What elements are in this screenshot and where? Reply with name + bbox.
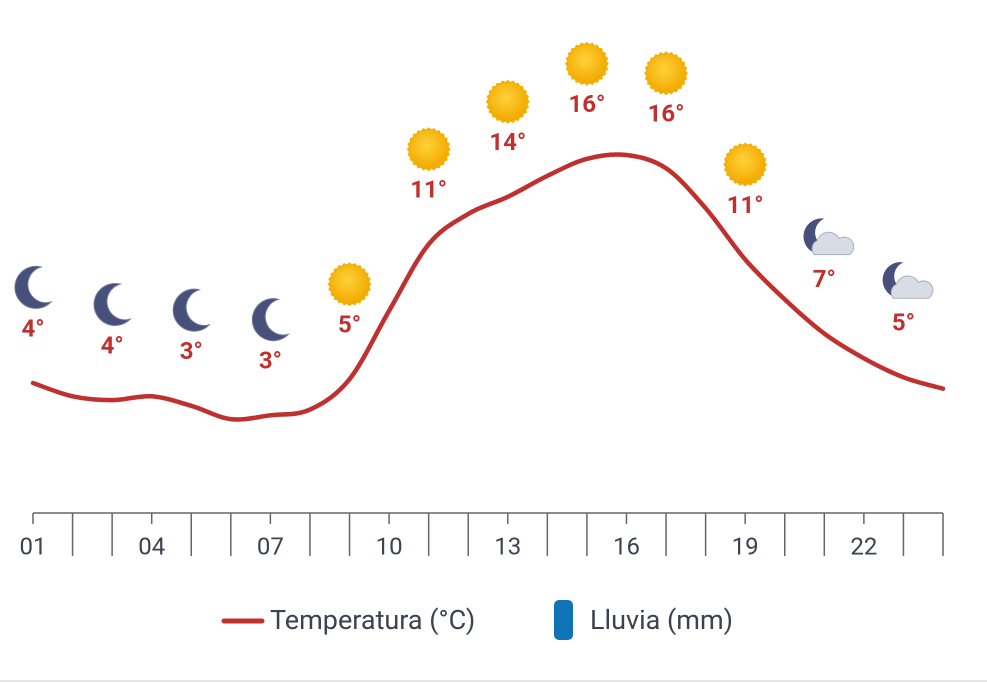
cloud	[890, 275, 934, 299]
moon	[172, 288, 211, 332]
temperature-label: 5°	[892, 309, 915, 337]
legend-label: Temperatura (°C)	[270, 604, 475, 636]
weather-icon	[93, 283, 132, 326]
weather-icon	[172, 288, 211, 332]
sun-disc	[647, 54, 686, 93]
legend-label: Lluvia (mm)	[590, 604, 733, 636]
sun-disc	[726, 145, 765, 184]
temperature-label: 4°	[101, 331, 124, 359]
temperature-line	[30, 152, 946, 422]
temperature-label: 11°	[410, 176, 447, 204]
weather-icon	[14, 265, 53, 309]
weather-icon	[723, 142, 768, 187]
x-tick-label: 04	[138, 532, 165, 560]
temperature-label: 16°	[568, 90, 605, 118]
x-tick-label: 13	[494, 532, 521, 560]
temperature-label: 4°	[21, 314, 44, 342]
moon	[803, 218, 837, 255]
temperature-label: 14°	[489, 128, 526, 156]
temperature-label: 16°	[648, 100, 685, 128]
temperature-label: 3°	[259, 347, 282, 375]
legend-swatch	[554, 600, 573, 640]
moon	[14, 265, 53, 309]
x-tick-label: 16	[613, 532, 640, 560]
weather-icon	[644, 51, 689, 96]
weather-icon	[882, 262, 934, 299]
moon	[882, 262, 916, 299]
temperature-label: 7°	[813, 265, 836, 293]
weather-icon	[251, 298, 291, 342]
x-tick-label: 22	[850, 532, 877, 560]
x-tick-label: 10	[376, 532, 403, 560]
weather-icon	[803, 218, 855, 256]
weather-icon	[564, 41, 609, 86]
x-tick-label: 07	[257, 532, 284, 560]
sun-disc	[567, 44, 606, 83]
sun-disc	[330, 265, 369, 304]
x-tick-label: 01	[20, 532, 47, 560]
sun-disc	[409, 130, 448, 169]
cloud	[811, 231, 855, 256]
weather-icon	[406, 127, 451, 172]
moon	[93, 283, 132, 326]
moon	[251, 298, 291, 342]
temperature-label: 11°	[727, 191, 764, 219]
x-tick-label: 19	[732, 532, 759, 560]
sun-disc	[488, 82, 527, 121]
weather-icon	[327, 262, 372, 307]
weather-icon	[485, 79, 530, 124]
temperature-label: 3°	[180, 337, 203, 365]
temperature-label: 5°	[338, 311, 361, 339]
